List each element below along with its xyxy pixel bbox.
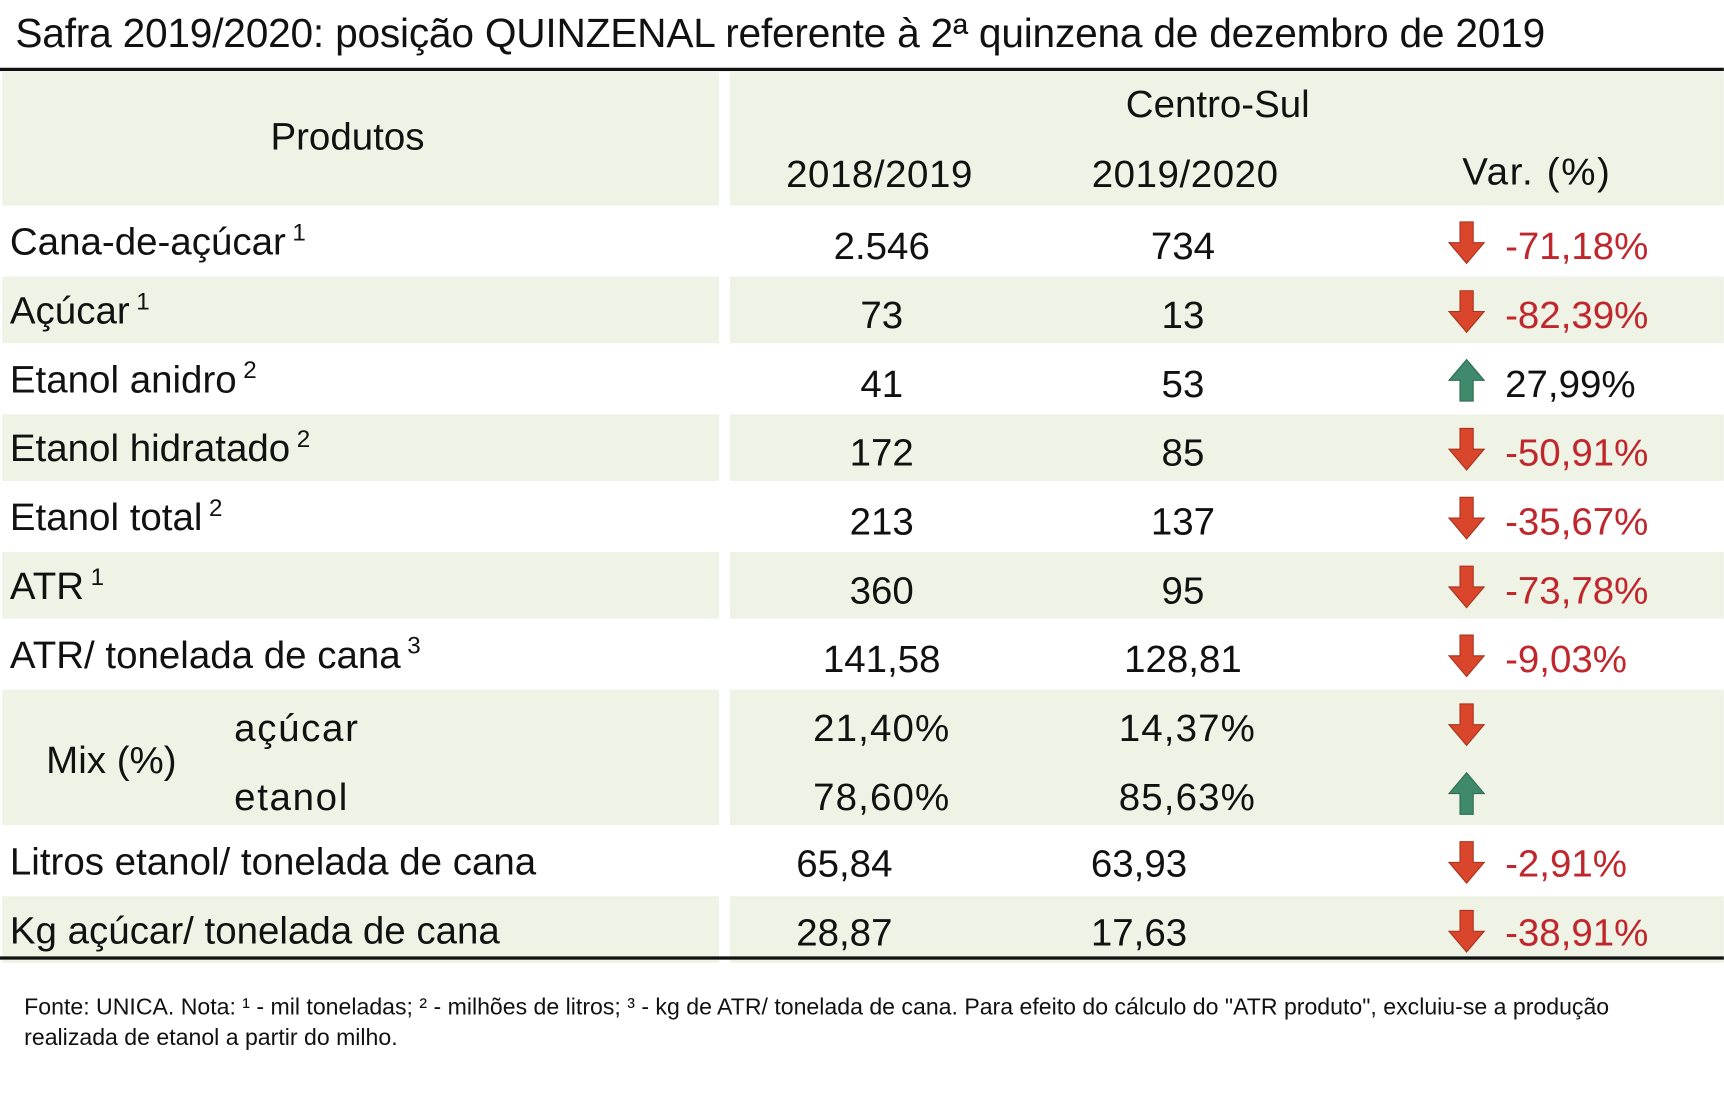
header-band-region [730,72,1724,206]
header-region: Centro-Sul [1125,83,1310,126]
cell-var: -82,39% [1505,294,1649,337]
row-band-bottom-1-right [730,896,1724,963]
row-band-5-right [730,551,1724,619]
mix-etanol-2019-2020: 85,63% [1118,776,1256,819]
footnote-marker: 2 [243,356,257,385]
footnote-marker: 1 [292,218,306,247]
footnote-marker: 2 [296,425,311,453]
arrow-down-icon [1447,290,1486,334]
arrow-down-icon [1447,909,1486,953]
cell-2018-2019: 2.546 [833,225,930,268]
mix-label: Mix (%) [46,738,177,782]
mix-acucar-2018-2019: 21,40% [813,707,951,750]
row-band-3-left [2,414,720,481]
row-band-mix-left [2,689,720,826]
arrow-down-icon [1447,703,1486,747]
cell-2019-2020: 17,63 [1090,911,1188,955]
mix-etanol-2018-2019: 78,60% [813,776,951,819]
arrow-down-icon [1447,221,1486,265]
row-label: Etanol total 2 [9,494,223,539]
row-label: Cana-de-açúcar 1 [9,218,306,264]
footnote: Fonte: UNICA. Nota: ¹ - mil toneladas; ²… [24,994,1610,1051]
mix-acucar-2019-2020: 14,37% [1118,707,1256,750]
cell-2019-2020: 95 [1161,569,1205,613]
header-col-2018-2019: 2018/2019 [786,153,973,196]
row-label: ATR/ tonelada de cana 3 [9,632,421,677]
cell-2019-2020: 13 [1161,294,1205,337]
arrow-down-icon [1447,496,1486,540]
row-label: Açúcar 1 [9,287,150,333]
cell-2019-2020: 53 [1161,362,1205,406]
page-title: Safra 2019/2020: posição QUINZENAL refer… [15,10,1545,56]
footnote-marker: 2 [209,494,223,522]
cell-var: 27,99% [1505,362,1636,406]
header-col-var: Var. (%) [1462,150,1612,194]
cell-2018-2019: 65,84 [796,842,893,886]
header-band-produtos [2,72,720,206]
row-label: Kg açúcar/ tonelada de cana [9,909,500,953]
cell-var: -2,91% [1505,842,1628,886]
row-label: Litros etanol/ tonelada de cana [9,840,537,884]
footnote-marker: 3 [407,632,421,660]
mix-acucar-label: açúcar [234,707,360,750]
header-produtos: Produtos [270,115,425,159]
arrow-up-icon [1447,358,1486,402]
arrow-down-icon [1447,634,1486,678]
cell-2019-2020: 85 [1161,431,1205,475]
arrow-down-icon [1447,427,1486,471]
cell-2018-2019: 360 [849,569,914,613]
arrow-down-icon [1447,565,1486,609]
cell-2018-2019: 73 [860,294,904,337]
cell-2018-2019: 28,87 [796,911,893,955]
row-band-1-left [2,276,720,344]
cell-var: -71,18% [1505,225,1649,268]
cell-2018-2019: 172 [849,431,914,475]
cell-2018-2019: 41 [860,362,904,406]
row-label: Etanol anidro 2 [9,356,257,402]
cell-var: -73,78% [1505,569,1649,613]
arrow-up-icon [1447,771,1486,815]
cell-2018-2019: 141,58 [822,638,941,681]
cell-var: -50,91% [1505,431,1649,475]
cell-2018-2019: 213 [849,500,914,544]
cell-2019-2020: 734 [1150,225,1216,268]
row-band-bottom-1-left [2,896,720,963]
cell-var: -38,91% [1505,911,1649,955]
footnote-marker: 1 [90,563,105,591]
cell-var: -35,67% [1505,500,1649,544]
row-label: ATR 1 [9,563,105,608]
cell-var: -9,03% [1505,638,1628,681]
footnote-marker: 1 [136,287,150,316]
row-band-mix-right [730,689,1724,826]
top-rule [0,67,1724,72]
arrow-down-icon [1447,841,1486,884]
cell-2019-2020: 137 [1150,500,1216,544]
row-band-3-right [730,414,1724,481]
row-label: Etanol hidratado 2 [9,425,311,470]
cell-2019-2020: 63,93 [1090,842,1188,886]
bottom-rule [0,956,1724,960]
header-col-2019-2020: 2019/2020 [1091,153,1279,196]
row-band-1-right [730,276,1724,344]
mix-etanol-label: etanol [234,776,349,819]
cell-2019-2020: 128,81 [1124,638,1242,681]
row-band-5-left [2,551,720,619]
